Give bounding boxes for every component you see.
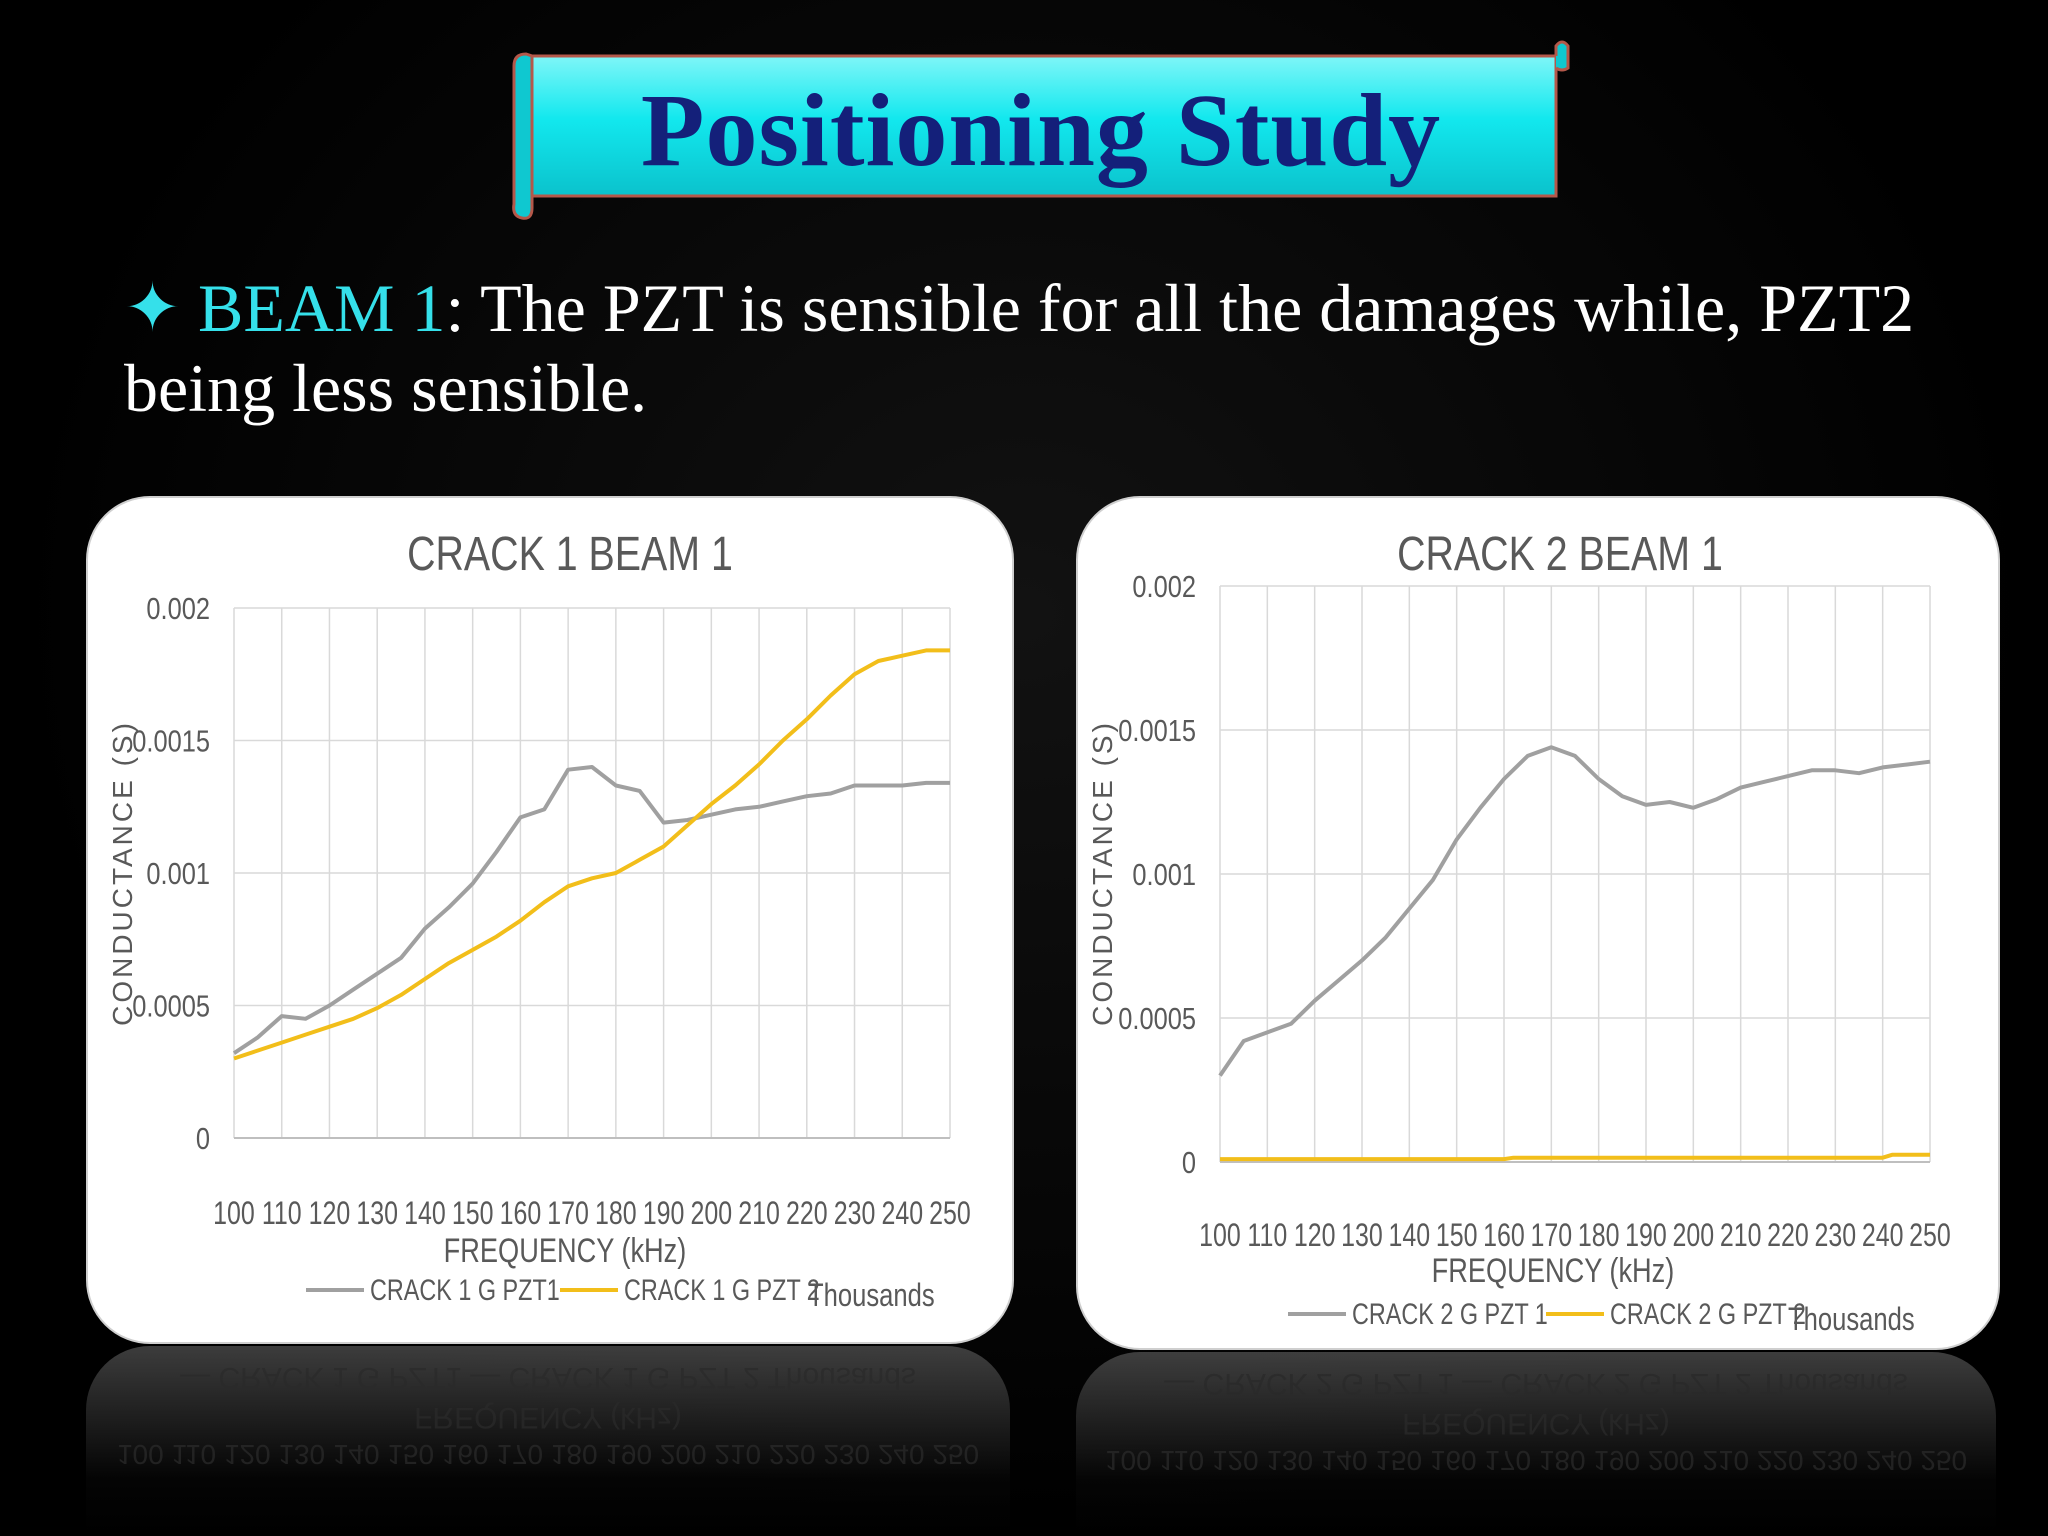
chart-card-crack1: CRACK 1 BEAM 1 0 0.0005 0.001 0.0015 0.002 100… bbox=[86, 496, 1014, 1344]
legend-label-2: CRACK 2 G PZT 2 bbox=[1610, 1297, 1806, 1330]
x-tick-label: 120 bbox=[309, 1196, 351, 1232]
bullet-body: : The PZT is sensible for all the damage… bbox=[124, 270, 1915, 426]
legend-label-2: CRACK 1 G PZT 2 bbox=[624, 1273, 820, 1306]
x-tick-label: 230 bbox=[834, 1196, 876, 1232]
x-tick-label: 130 bbox=[1341, 1218, 1383, 1254]
x-tick-label: 200 bbox=[691, 1196, 733, 1232]
x-tick-label: 180 bbox=[595, 1196, 637, 1232]
x-tick-label: 210 bbox=[1720, 1218, 1762, 1254]
star-bullet-icon: ✦ bbox=[124, 270, 181, 346]
x-tick-label: 230 bbox=[1815, 1218, 1857, 1254]
y-tick-label: 0.0005 bbox=[132, 989, 210, 1024]
x-tick-label: 160 bbox=[500, 1196, 542, 1232]
series-line-2 bbox=[233, 648, 950, 1061]
x-tick-label: 110 bbox=[1247, 1218, 1287, 1254]
series-line-1 bbox=[232, 765, 950, 1055]
y-axis-title: CONDUCTANCE (S) bbox=[1087, 720, 1118, 1026]
y-tick-label: 0.002 bbox=[1132, 570, 1196, 605]
legend-label-1: CRACK 1 G PZT1 bbox=[370, 1273, 560, 1306]
y-tick-label: 0 bbox=[196, 1122, 210, 1157]
title-banner: Positioning Study bbox=[512, 40, 1570, 220]
x-tick-label: 170 bbox=[547, 1196, 589, 1232]
x-tick-label: 180 bbox=[1578, 1218, 1620, 1254]
slide-title: Positioning Study bbox=[640, 72, 1442, 188]
x-tick-label: 200 bbox=[1673, 1218, 1715, 1254]
crack1-chart: CRACK 1 BEAM 1 0 0.0005 0.001 0.0015 0.002 100… bbox=[107, 527, 971, 1313]
y-tick-label: 0.002 bbox=[146, 592, 210, 627]
x-tick-label: 110 bbox=[262, 1196, 302, 1232]
bullet-paragraph: ✦ BEAM 1: The PZT is sensible for all th… bbox=[124, 268, 1964, 428]
x-unit-label: Thousands bbox=[1788, 1302, 1915, 1337]
y-tick-label: 0.001 bbox=[1132, 858, 1196, 893]
reflection-ticks: 100 110 120 130 140 150 160 170 180 190 … bbox=[116, 1439, 980, 1470]
reflection-axis-title: FREQUENCY (kHz) bbox=[414, 1401, 682, 1434]
x-tick-label: 140 bbox=[1389, 1218, 1431, 1254]
x-tick-label: 100 bbox=[213, 1196, 255, 1232]
x-tick-label: 150 bbox=[1436, 1218, 1478, 1254]
x-tick-label: 160 bbox=[1483, 1218, 1525, 1254]
beam-highlight: BEAM 1 bbox=[197, 270, 446, 346]
x-tick-label: 220 bbox=[1767, 1218, 1809, 1254]
y-tick-label: 0.0005 bbox=[1118, 1002, 1196, 1037]
reflection-legend: — CRACK 2 G PZT 1 — CRACK 2 G PZT 2 Thou… bbox=[1164, 1367, 1908, 1400]
chart-title: CRACK 2 BEAM 1 bbox=[1397, 527, 1723, 581]
x-unit-label: Thousands bbox=[808, 1278, 935, 1313]
x-tick-label: 140 bbox=[404, 1196, 446, 1232]
scroll-banner-shape bbox=[512, 40, 1570, 220]
reflection-ticks: 100 110 120 130 140 150 160 170 180 190 … bbox=[1104, 1445, 1968, 1476]
x-tick-label: 100 bbox=[1199, 1218, 1241, 1254]
chart-reflection-1: — CRACK 1 G PZT1 — CRACK 1 G PZT 2 Thous… bbox=[86, 1346, 1010, 1536]
x-tick-label: 240 bbox=[881, 1196, 923, 1232]
y-tick-label: 0.0015 bbox=[132, 724, 210, 759]
chart-title: CRACK 1 BEAM 1 bbox=[407, 527, 733, 581]
x-tick-label: 120 bbox=[1294, 1218, 1336, 1254]
y-axis-title: CONDUCTANCE (S) bbox=[107, 720, 138, 1026]
x-tick-label: 130 bbox=[356, 1196, 398, 1232]
x-tick-label: 250 bbox=[929, 1196, 971, 1232]
reflection-axis-title: FREQUENCY (kHz) bbox=[1402, 1407, 1670, 1440]
y-tick-label: 0.0015 bbox=[1118, 714, 1196, 749]
x-tick-label: 150 bbox=[452, 1196, 494, 1232]
x-tick-label: 210 bbox=[738, 1196, 780, 1232]
y-tick-label: 0 bbox=[1182, 1146, 1196, 1181]
x-tick-label: 170 bbox=[1531, 1218, 1573, 1254]
chart-card-crack2: CRACK 2 BEAM 1 0 0.0005 0.001 0.0015 0.002 100… bbox=[1076, 496, 2000, 1350]
chart-reflection-2: — CRACK 2 G PZT 1 — CRACK 2 G PZT 2 Thou… bbox=[1076, 1352, 1996, 1536]
reflection-legend: — CRACK 1 G PZT1 — CRACK 1 G PZT 2 Thous… bbox=[180, 1361, 916, 1394]
x-axis-title: FREQUENCY (kHz) bbox=[1432, 1251, 1675, 1290]
series-line-2 bbox=[1220, 1152, 1930, 1162]
series-line-1 bbox=[1218, 745, 1931, 1077]
x-axis-title: FREQUENCY (kHz) bbox=[444, 1231, 687, 1270]
x-tick-label: 240 bbox=[1862, 1218, 1904, 1254]
x-tick-label: 220 bbox=[786, 1196, 828, 1232]
x-tick-label: 190 bbox=[1625, 1218, 1667, 1254]
legend-label-1: CRACK 2 G PZT 1 bbox=[1352, 1297, 1548, 1330]
x-tick-label: 190 bbox=[643, 1196, 685, 1232]
y-tick-label: 0.001 bbox=[146, 857, 210, 892]
x-tick-label: 250 bbox=[1909, 1218, 1951, 1254]
crack2-chart: CRACK 2 BEAM 1 0 0.0005 0.001 0.0015 0.002 100… bbox=[1087, 527, 1951, 1337]
